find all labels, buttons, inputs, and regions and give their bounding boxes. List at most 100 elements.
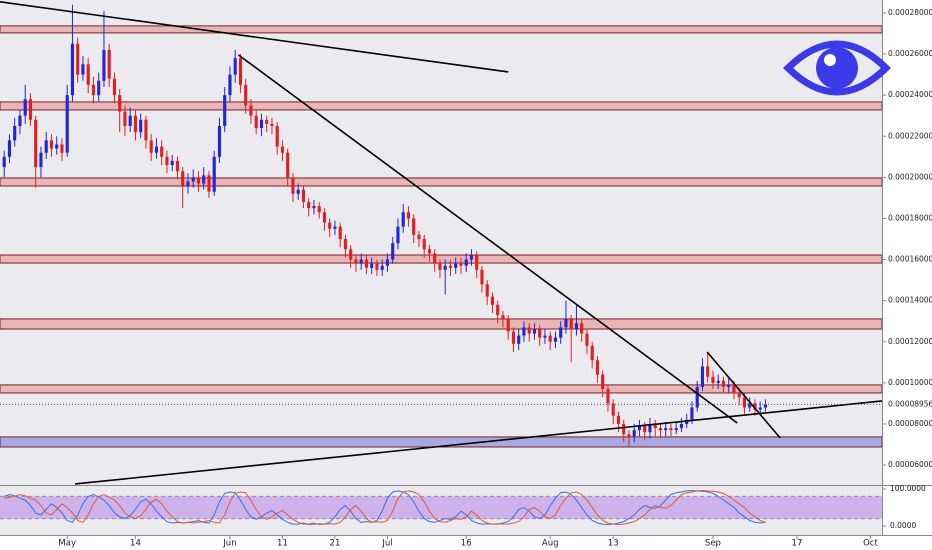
zone bbox=[0, 436, 883, 448]
candle-body bbox=[18, 115, 22, 126]
candle-body bbox=[196, 177, 201, 184]
y-tick-label: 0.00028000 bbox=[888, 8, 932, 17]
candle-body bbox=[380, 265, 384, 270]
y-tick-label: 0.00026000 bbox=[888, 49, 932, 58]
candle-body bbox=[165, 156, 169, 166]
candle-body bbox=[170, 160, 174, 166]
x-tick-label: Aug bbox=[542, 539, 559, 549]
candle-body bbox=[154, 146, 159, 153]
candle-body bbox=[70, 43, 75, 96]
stoch-tick-label: 100.0000 bbox=[890, 484, 926, 493]
candle-body bbox=[653, 423, 657, 429]
candle-body bbox=[700, 366, 705, 387]
candle-body bbox=[595, 360, 600, 375]
candle-body bbox=[611, 403, 615, 416]
candle-body bbox=[343, 239, 348, 250]
candle-body bbox=[490, 296, 495, 305]
x-tick-label: 16 bbox=[461, 539, 472, 549]
candle-body bbox=[81, 64, 85, 75]
candle-body bbox=[217, 125, 222, 157]
candle-body bbox=[328, 222, 332, 229]
candle-body bbox=[438, 263, 442, 270]
candle-body bbox=[674, 428, 678, 431]
candle-body bbox=[732, 384, 736, 394]
trendline bbox=[74, 400, 883, 485]
candle-body bbox=[118, 95, 122, 112]
y-tick-label: 0.00010000 bbox=[888, 378, 932, 387]
eye-icon bbox=[782, 40, 892, 96]
candle-body bbox=[711, 376, 715, 383]
y-tick-label: 0.00014000 bbox=[888, 296, 932, 305]
x-tick-label: Oct bbox=[863, 539, 878, 549]
candle-body bbox=[207, 175, 211, 192]
candle-body bbox=[296, 189, 300, 194]
candle-body bbox=[244, 84, 248, 106]
candle-body bbox=[270, 123, 274, 126]
y-tick-label: 0.00006000 bbox=[888, 460, 932, 469]
x-tick-label: Jun bbox=[222, 539, 236, 549]
candle-body bbox=[606, 389, 610, 404]
candle-body bbox=[727, 384, 731, 387]
candle-body bbox=[375, 263, 379, 270]
candle-body bbox=[370, 263, 374, 268]
x-tick-label: May bbox=[58, 539, 76, 549]
candle-body bbox=[191, 177, 195, 182]
candle-body bbox=[128, 115, 132, 126]
candle-body bbox=[475, 255, 479, 270]
candle-body bbox=[433, 253, 437, 264]
candle-body bbox=[632, 430, 636, 437]
candle-body bbox=[364, 259, 369, 268]
candle-body bbox=[496, 304, 500, 316]
candle-body bbox=[506, 319, 510, 332]
candle-body bbox=[548, 335, 552, 342]
y-tick-label: 0.00024000 bbox=[888, 90, 932, 99]
candle-body bbox=[23, 99, 27, 116]
candle-body bbox=[254, 115, 258, 129]
candle-body bbox=[422, 239, 426, 250]
trendline bbox=[706, 351, 781, 439]
x-tick-label: 17 bbox=[792, 539, 803, 549]
last-price-label: 0.00008956 bbox=[888, 399, 932, 408]
x-tick-label: 21 bbox=[330, 539, 341, 549]
plot-background bbox=[0, 0, 882, 485]
zone bbox=[0, 254, 883, 264]
candle-body bbox=[391, 243, 395, 260]
candle-body bbox=[44, 140, 48, 153]
candle-body bbox=[2, 156, 6, 168]
y-tick-label: 0.00018000 bbox=[888, 213, 932, 222]
candle-body bbox=[97, 80, 101, 96]
candle-body bbox=[175, 160, 180, 172]
candle-body bbox=[259, 119, 264, 129]
candle-body bbox=[265, 119, 269, 124]
candle-body bbox=[580, 323, 584, 334]
candle-body bbox=[690, 407, 694, 420]
candle-body bbox=[590, 345, 594, 361]
candle-body bbox=[144, 119, 148, 141]
candle-body bbox=[401, 212, 405, 227]
candle-body bbox=[34, 119, 38, 168]
candle-body bbox=[223, 95, 227, 126]
candle-body bbox=[664, 428, 668, 431]
zone bbox=[0, 318, 883, 330]
candle-body bbox=[359, 259, 363, 264]
candle-body bbox=[427, 249, 432, 254]
candle-body bbox=[695, 386, 699, 408]
x-tick-label: 14 bbox=[130, 539, 141, 549]
candle-body bbox=[454, 263, 458, 268]
candle-body bbox=[49, 140, 54, 149]
y-tick-label: 0.00008000 bbox=[888, 419, 932, 428]
y-tick-label: 0.00012000 bbox=[888, 337, 932, 346]
candle-body bbox=[349, 249, 353, 260]
candle-body bbox=[643, 426, 647, 433]
zone bbox=[0, 25, 883, 34]
candle-body bbox=[448, 265, 453, 268]
stoch-line bbox=[4, 489, 766, 526]
stoch-band bbox=[0, 496, 882, 519]
candle-body bbox=[522, 327, 526, 336]
candle-body bbox=[527, 327, 531, 334]
candle-body bbox=[685, 419, 689, 424]
candle-body bbox=[753, 403, 757, 410]
candle-body bbox=[238, 58, 243, 85]
candle-body bbox=[275, 125, 279, 147]
